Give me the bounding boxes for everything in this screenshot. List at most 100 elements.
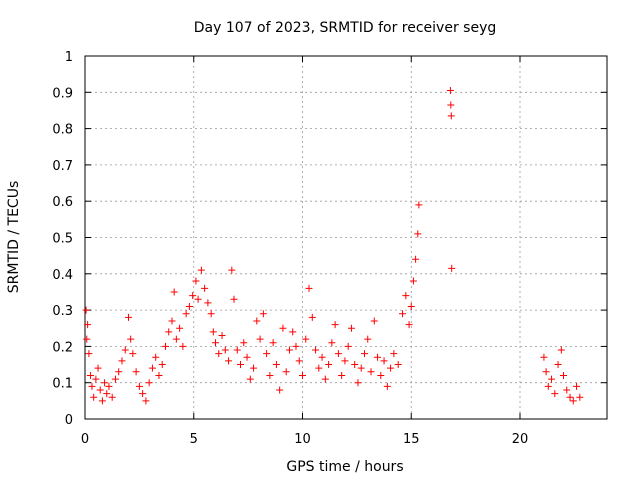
- data-point: [308, 313, 316, 321]
- data-point: [90, 393, 98, 401]
- data-point: [152, 353, 160, 361]
- data-point: [165, 328, 173, 336]
- data-point: [341, 357, 349, 365]
- data-point: [228, 266, 236, 274]
- data-point: [176, 324, 184, 332]
- data-point: [285, 346, 293, 354]
- data-point: [331, 321, 339, 329]
- x-tick-labels: 0 5 10 15 20: [81, 432, 528, 447]
- data-point: [279, 324, 287, 332]
- data-point: [563, 386, 571, 394]
- data-point: [197, 266, 205, 274]
- data-point: [161, 342, 169, 350]
- data-point: [325, 361, 333, 369]
- ticks: [84, 55, 607, 420]
- data-point: [383, 382, 391, 390]
- data-point: [551, 390, 559, 398]
- x-tick-label: 5: [190, 432, 198, 447]
- data-point: [360, 350, 368, 358]
- data-points: [82, 86, 584, 405]
- data-point: [135, 382, 143, 390]
- data-point: [560, 371, 567, 379]
- data-point: [544, 382, 552, 390]
- data-point: [103, 390, 111, 398]
- data-point: [246, 375, 254, 383]
- data-point: [207, 310, 215, 318]
- data-point: [354, 379, 362, 387]
- data-point: [108, 393, 116, 401]
- data-point: [233, 346, 241, 354]
- data-point: [83, 335, 91, 343]
- data-point: [380, 357, 388, 365]
- x-tick-label: 0: [81, 432, 89, 447]
- data-point: [554, 361, 562, 369]
- y-tick-label: 0.6: [52, 195, 73, 210]
- y-tick-label: 0.3: [52, 304, 73, 319]
- data-point: [253, 317, 261, 325]
- data-point: [334, 350, 342, 358]
- data-point: [85, 350, 93, 358]
- data-point: [407, 302, 415, 310]
- data-point: [276, 386, 284, 394]
- data-point: [170, 288, 178, 296]
- data-point: [94, 364, 102, 372]
- data-point: [148, 364, 156, 372]
- data-point: [225, 357, 233, 365]
- y-tick-label: 0.4: [52, 268, 73, 283]
- data-point: [295, 357, 303, 365]
- data-point: [328, 339, 336, 347]
- data-point: [212, 339, 219, 347]
- data-point: [318, 353, 326, 361]
- data-point: [96, 386, 104, 394]
- data-point: [125, 313, 132, 321]
- grid-lines: [85, 56, 607, 419]
- data-point: [118, 357, 126, 365]
- data-point: [402, 292, 410, 300]
- data-point: [168, 317, 176, 325]
- data-point: [182, 310, 190, 318]
- data-point: [269, 339, 277, 347]
- data-point: [105, 382, 113, 390]
- data-point: [557, 346, 565, 354]
- data-point: [215, 350, 223, 358]
- data-point: [204, 299, 212, 307]
- x-tick-label: 20: [512, 432, 529, 447]
- data-point: [447, 101, 455, 109]
- y-tick-label: 0.7: [52, 159, 73, 174]
- chart-title: Day 107 of 2023, SRMTID for receiver sey…: [194, 20, 497, 36]
- data-point: [189, 292, 197, 300]
- data-point: [142, 397, 150, 405]
- data-point: [364, 335, 372, 343]
- data-point: [145, 379, 153, 387]
- data-point: [357, 364, 365, 372]
- x-tick-label: 15: [403, 432, 420, 447]
- data-point: [448, 264, 456, 272]
- data-point: [289, 328, 297, 336]
- data-point: [315, 364, 323, 372]
- data-point: [338, 371, 346, 379]
- data-point: [250, 364, 258, 372]
- data-point: [259, 310, 267, 318]
- data-point: [209, 328, 217, 336]
- data-point: [446, 86, 454, 94]
- y-tick-label: 0.9: [52, 86, 73, 101]
- data-point: [263, 350, 271, 358]
- data-point: [312, 346, 320, 354]
- y-tick-label: 0.2: [52, 340, 73, 355]
- data-point: [374, 353, 382, 361]
- data-point: [399, 310, 407, 318]
- data-point: [98, 397, 106, 405]
- data-point: [132, 368, 140, 376]
- data-point: [447, 112, 455, 120]
- data-point: [88, 382, 96, 390]
- data-point: [121, 346, 129, 354]
- data-point: [84, 321, 92, 329]
- data-point: [302, 335, 310, 343]
- data-point: [86, 371, 94, 379]
- data-point: [542, 368, 550, 376]
- data-point: [566, 393, 574, 401]
- data-point: [82, 306, 90, 314]
- data-point: [237, 361, 245, 369]
- data-point: [192, 277, 200, 285]
- data-point: [155, 371, 163, 379]
